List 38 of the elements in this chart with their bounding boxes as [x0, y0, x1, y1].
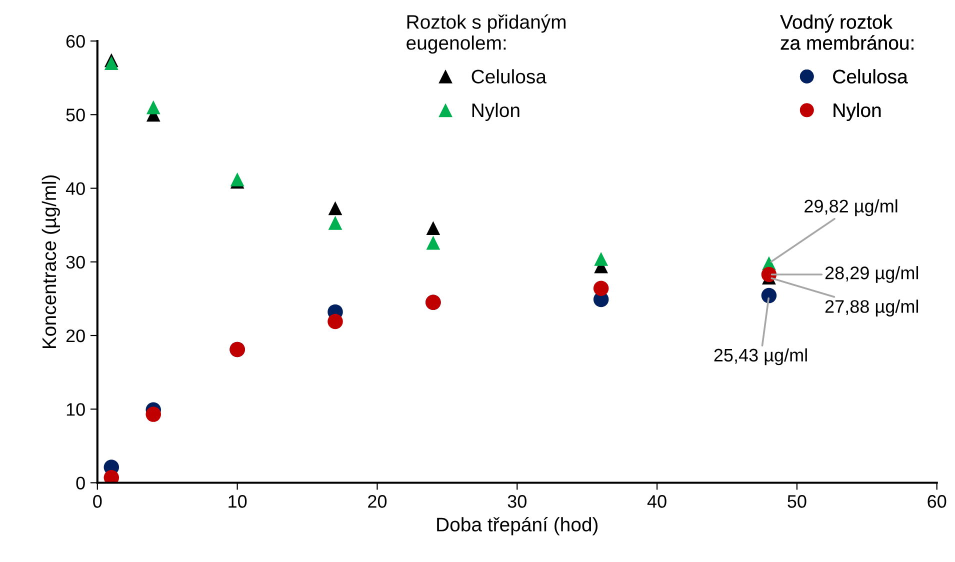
point	[761, 288, 777, 304]
y-tick-label: 10	[66, 403, 85, 416]
point	[328, 216, 342, 230]
legend-label: Nylon	[834, 102, 881, 122]
x-tick-label: 20	[368, 495, 387, 508]
point	[104, 56, 118, 70]
x-axis-title: Doba třepání (hod)	[437, 516, 598, 536]
point	[328, 201, 342, 216]
x-tick-label: 30	[508, 495, 526, 508]
y-tick-label: 0	[76, 476, 85, 490]
point	[230, 172, 244, 186]
point	[146, 406, 162, 422]
x-tick-label: 10	[228, 495, 247, 508]
point	[594, 252, 608, 266]
data-label: 25,43 µg/ml	[714, 348, 807, 366]
x-tick-label: 40	[647, 495, 666, 508]
text: Vodný roztok za membránou:	[780, 14, 914, 50]
y-tick-label: 20	[66, 329, 85, 342]
y-axis-title: Koncentrace (µg/ml)	[42, 175, 60, 348]
point	[146, 100, 160, 114]
y-tick-label: 50	[66, 108, 85, 122]
text: Roztok s přidaným eugenolem:	[406, 14, 566, 54]
x-tick-label: 0	[93, 495, 102, 508]
point	[593, 280, 609, 296]
y-tick-label: 60	[66, 34, 85, 48]
x-tick-label: 50	[788, 495, 806, 508]
data-label: 27,88 µg/ml	[825, 300, 918, 316]
legend-label: Celulosa	[833, 69, 908, 84]
point	[426, 236, 440, 250]
legend-label: Nylon	[472, 102, 520, 122]
data-label: 28,29 µg/ml	[825, 266, 918, 283]
y-tick-label: 40	[66, 182, 85, 195]
data-label: 29,82 µg/ml	[804, 199, 898, 216]
point	[328, 314, 343, 330]
y-tick-label: 30	[66, 256, 85, 269]
legend-label: Celulosa	[472, 69, 546, 84]
point	[426, 221, 440, 235]
x-tick-label: 60	[928, 495, 946, 508]
